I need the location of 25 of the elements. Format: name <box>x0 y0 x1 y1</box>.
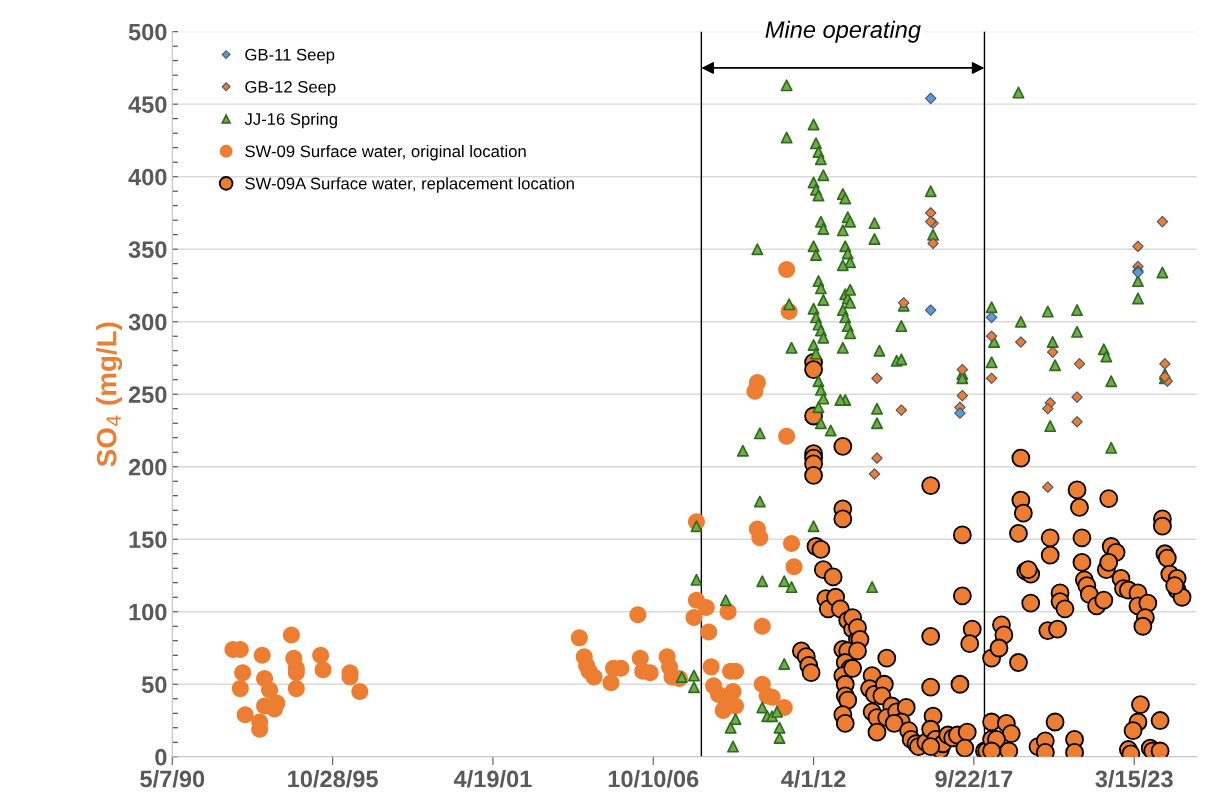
y-tick-label: 250 <box>128 386 167 404</box>
y-tick-label: 300 <box>128 313 167 331</box>
x-tick-label: 10/28/95 <box>288 769 378 788</box>
y-axis-title: SO$_{4}$ (mg/L) <box>96 322 123 467</box>
y-tick-label: 100 <box>129 603 167 621</box>
y-tick-label: 200 <box>128 458 167 476</box>
annotation: Mine operating <box>765 20 921 43</box>
y-tick-label: 150 <box>129 531 167 549</box>
legend-label: SW-09 Surface water, original location <box>245 144 526 161</box>
y-tick-label: 400 <box>128 168 167 186</box>
legend-label: JJ-16 Spring <box>244 112 337 129</box>
y-tick-label: 50 <box>141 676 167 694</box>
x-tick-label: 4/1/12 <box>781 769 846 788</box>
legend-label: SW-09A Surface water, replacement location <box>245 177 574 193</box>
legend-label: GB-11 Seep <box>245 48 335 64</box>
legend-label: GB-12 Seep <box>245 80 336 97</box>
y-tick-label: 450 <box>128 96 167 113</box>
x-tick-label: 10/10/06 <box>608 769 699 788</box>
x-tick-label: 3/15/23 <box>1095 769 1173 788</box>
y-tick-label: 500 <box>128 23 167 41</box>
x-tick-label: 5/7/90 <box>140 769 205 788</box>
x-tick-label: 9/22/17 <box>935 769 1013 788</box>
y-tick-label: 350 <box>128 241 167 259</box>
y-tick-label: 0 <box>155 748 167 766</box>
x-tick-label: 4/19/01 <box>453 769 532 788</box>
